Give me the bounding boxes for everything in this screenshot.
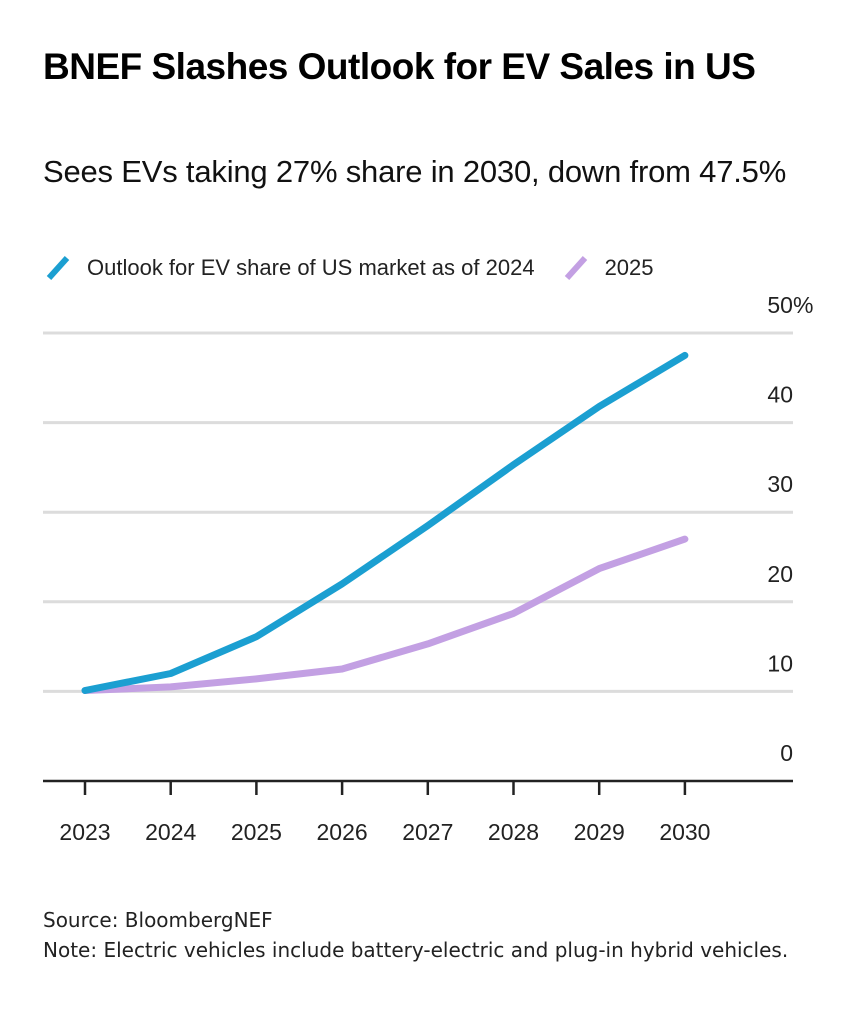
x-tick-label: 2030	[659, 819, 710, 845]
x-axis: 2023 2024 2025 2026 2027 2028 2029 2030	[43, 779, 793, 845]
y-tick-label: 50%	[767, 292, 813, 318]
y-tick-label: 40	[767, 382, 793, 408]
y-tick-label: 0	[780, 740, 793, 766]
y-tick-label: 30	[767, 471, 793, 497]
legend-label: Outlook for EV share of US market as of …	[87, 255, 535, 280]
x-tick-label: 2024	[145, 819, 196, 845]
legend-label: 2025	[604, 255, 654, 280]
gridlines	[43, 331, 793, 693]
x-tick-label: 2028	[488, 819, 539, 845]
footnote: Note: Electric vehicles include battery-…	[43, 938, 789, 962]
footer: Source: BloombergNEF Note: Electric vehi…	[43, 905, 833, 965]
legend-item-2024-outlook: Outlook for EV share of US market as of …	[43, 253, 535, 283]
legend: Outlook for EV share of US market as of …	[43, 252, 680, 284]
source-note: Source: BloombergNEF	[43, 908, 273, 932]
chart-title: BNEF Slashes Outlook for EV Sales in US	[43, 46, 756, 87]
x-tick-label: 2026	[317, 819, 368, 845]
x-tick-label: 2027	[402, 819, 453, 845]
x-tick-label: 2029	[574, 819, 625, 845]
legend-swatch-icon	[564, 255, 587, 281]
y-tick-label: 10	[767, 650, 793, 676]
series-line-2025	[81, 535, 689, 694]
legend-swatch-icon	[46, 255, 70, 281]
y-tick-label: 20	[767, 561, 793, 587]
chart-subtitle: Sees EVs taking 27% share in 2030, down …	[43, 154, 787, 189]
x-tick-label: 2023	[59, 819, 110, 845]
x-tick-label: 2025	[231, 819, 282, 845]
series-lines	[81, 351, 689, 694]
legend-item-2025-outlook: 2025	[561, 253, 654, 283]
y-axis-labels: 0 10 20 30 40 50%	[767, 292, 813, 766]
series-line-2024	[81, 351, 689, 694]
